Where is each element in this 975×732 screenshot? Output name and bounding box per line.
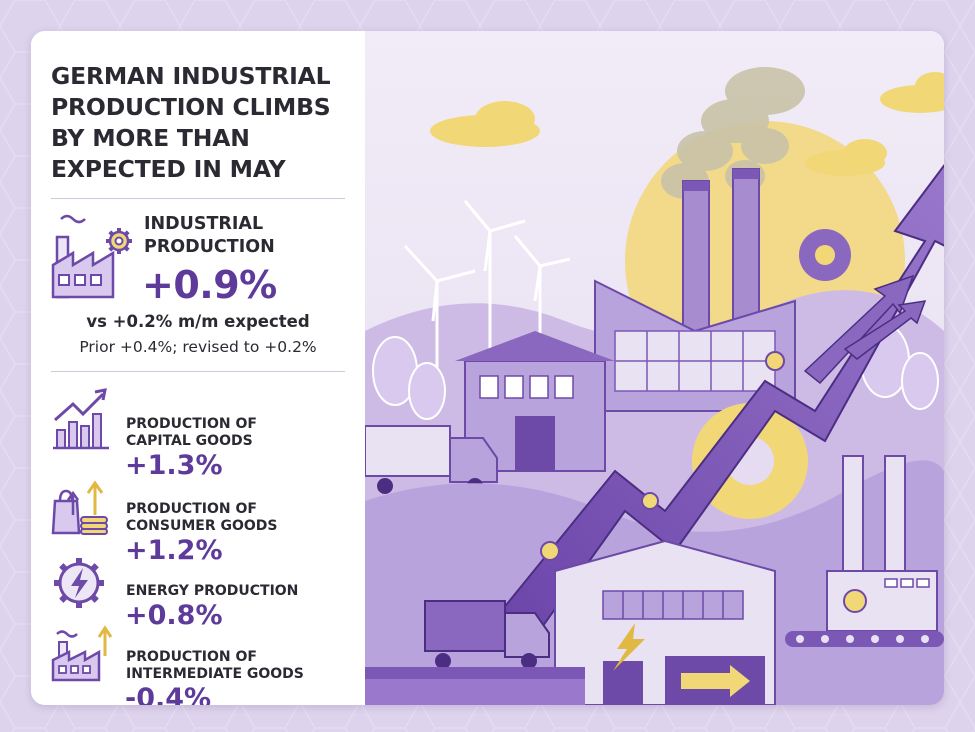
truck: [424, 600, 550, 669]
lightning-gear-icon: [54, 558, 104, 608]
component-label-line: ENERGY PRODUCTION: [126, 583, 299, 599]
stats-panel: GERMAN INDUSTRIAL PRODUCTION CLIMBS BY M…: [31, 31, 365, 705]
gear: [540, 351, 785, 561]
expected-text: vs +0.2% m/m expected: [86, 312, 310, 331]
component-value: +1.2%: [125, 535, 223, 566]
component-label-line: PRODUCTION OF: [126, 649, 257, 665]
infographic-card: GERMAN INDUSTRIAL PRODUCTION CLIMBS BY M…: [31, 31, 944, 705]
glass-windows: [614, 330, 776, 392]
road: [365, 667, 585, 679]
small-arrow: [803, 274, 927, 385]
component-label: ENERGY PRODUCTION: [126, 583, 298, 600]
main-stat-label: INDUSTRIAL PRODUCTION: [144, 213, 275, 259]
component-value: +0.8%: [125, 600, 223, 631]
component-label: PRODUCTION OF INTERMEDIATE GOODS: [126, 649, 304, 683]
tree: [372, 324, 939, 420]
component-value: +1.3%: [125, 450, 223, 481]
component-label-line: CAPITAL GOODS: [126, 433, 253, 449]
component-label: PRODUCTION OF CONSUMER GOODS: [126, 501, 278, 535]
conveyor-belt: [785, 631, 944, 647]
component-capital-goods: PRODUCTION OF CAPITAL GOODS +1.3%: [51, 386, 351, 481]
component-label-line: INTERMEDIATE GOODS: [126, 666, 304, 682]
headline-line: PRODUCTION CLIMBS: [51, 93, 331, 121]
factory-gear-icon: [51, 214, 132, 299]
main-stat-label-line: INDUSTRIAL: [144, 214, 264, 234]
bar-chart-up-icon: [53, 388, 109, 450]
divider: [51, 371, 345, 372]
gear: [843, 589, 867, 613]
component-energy: ENERGY PRODUCTION +0.8%: [51, 551, 351, 631]
factory-arrow-icon: [51, 625, 113, 682]
component-label-line: PRODUCTION OF: [126, 416, 257, 432]
gear: [799, 229, 851, 281]
divider: [51, 198, 345, 199]
component-label-line: CONSUMER GOODS: [126, 518, 278, 534]
industrial-illustration: [365, 31, 944, 705]
shopping-bag-arrow-icon: [51, 480, 108, 535]
prior-text: Prior +0.4%; revised to +0.2%: [79, 338, 317, 356]
headline: GERMAN INDUSTRIAL PRODUCTION CLIMBS BY M…: [51, 61, 351, 185]
lightning-bolt: [613, 623, 645, 671]
truck: [365, 425, 498, 494]
yellow-arrow-sign: [681, 665, 750, 697]
headline-line: BY MORE THAN: [51, 124, 250, 152]
headline-line: EXPECTED IN MAY: [51, 155, 286, 183]
component-consumer-goods: PRODUCTION OF CONSUMER GOODS +1.2%: [51, 471, 351, 566]
main-stat-value: +0.9%: [142, 263, 277, 307]
component-intermediate-goods: PRODUCTION OF INTERMEDIATE GOODS -0.4%: [51, 616, 351, 705]
main-stat-label-line: PRODUCTION: [144, 237, 275, 257]
component-label-line: PRODUCTION OF: [126, 501, 257, 517]
headline-line: GERMAN INDUSTRIAL: [51, 62, 331, 90]
component-value: -0.4%: [125, 683, 212, 705]
cloud: [430, 72, 944, 176]
component-label: PRODUCTION OF CAPITAL GOODS: [126, 416, 257, 450]
rising-arrow: [483, 164, 944, 653]
